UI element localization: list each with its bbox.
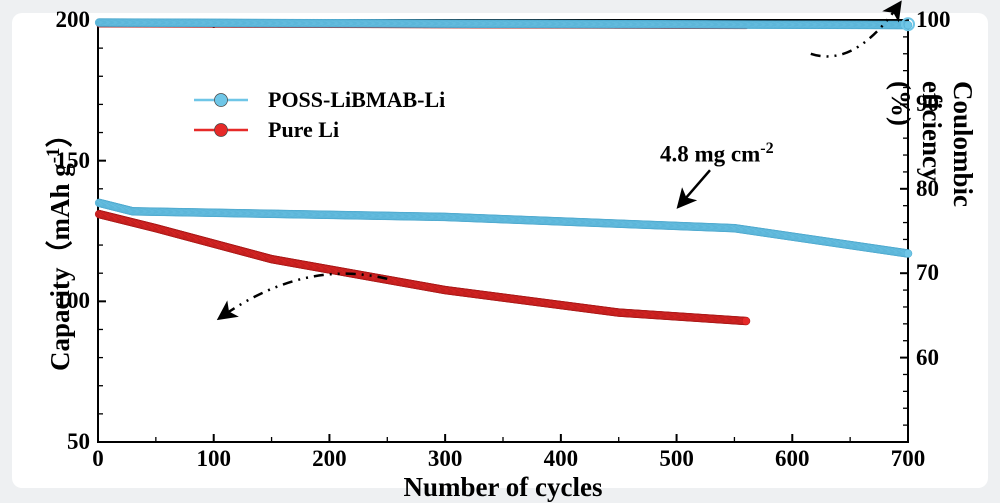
legend-label: Pure Li [268,117,339,143]
x-axis-title: Number of cycles [383,472,623,503]
chart-svg-layer [0,0,1000,502]
x-tick-label: 100 [184,446,244,472]
y-right-tick-label: 60 [916,345,976,371]
y-right-tick-label: 80 [916,176,976,202]
legend-label: POSS-LiBMAB-Li [268,87,445,113]
chart-canvas: Number of cycles Capacity（mAh g-1） Coulo… [0,0,1000,502]
y-right-tick-label: 100 [916,7,976,33]
guide-arrow [220,274,388,319]
x-tick-label: 700 [878,446,938,472]
legend: POSS-LiBMAB-Li Pure Li [190,85,445,145]
guide-arrow [811,3,900,56]
x-tick-label: 500 [647,446,707,472]
annotation-text: 4.8 mg cm-2 [660,140,774,168]
legend-item: Pure Li [190,115,445,145]
x-tick-label: 300 [415,446,475,472]
y-left-tick-label: 200 [30,7,90,33]
legend-item: POSS-LiBMAB-Li [190,85,445,115]
legend-swatch-icon [190,88,260,112]
x-tick-label: 600 [762,446,822,472]
x-tick-label: 400 [531,446,591,472]
y-left-tick-label: 100 [30,288,90,314]
y-left-tick-label: 150 [30,148,90,174]
y-right-tick-label: 70 [916,260,976,286]
x-tick-label: 200 [299,446,359,472]
y-left-tick-label: 50 [30,429,90,455]
y-right-tick-label: 90 [916,91,976,117]
annotation-arrow [679,170,710,206]
legend-swatch-icon [190,118,260,142]
